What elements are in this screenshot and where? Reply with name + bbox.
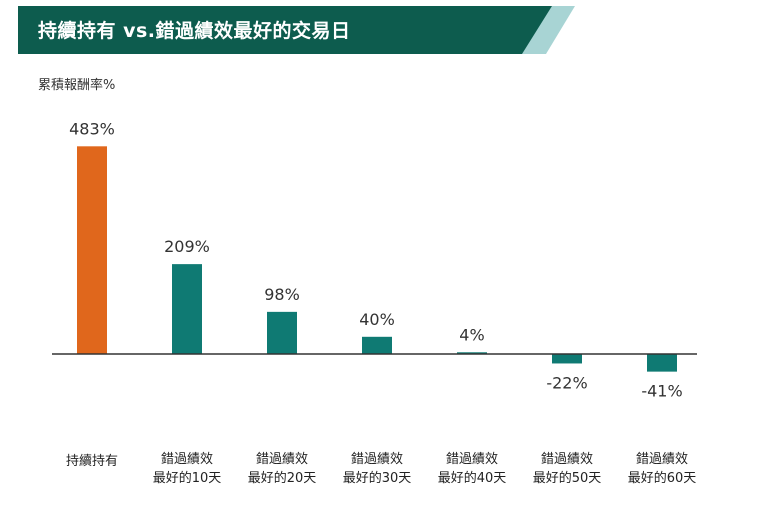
category-label-line: 最好的50天 (532, 471, 602, 486)
category-label-line: 最好的40天 (437, 471, 507, 486)
bar-2 (172, 264, 202, 354)
bar-1 (77, 146, 107, 354)
bar-3 (267, 311, 297, 354)
category-label-line: 最好的60天 (627, 471, 697, 486)
bar-4 (362, 336, 392, 354)
category-label-3: 錯過績效最好的20天 (234, 450, 330, 488)
category-label-line: 最好的20天 (247, 471, 317, 486)
y-axis-label: 累積報酬率% (38, 78, 116, 93)
data-label-7: -41% (641, 382, 682, 401)
chart-title: 持續持有 vs.錯過績效最好的交易日 (38, 20, 351, 42)
data-label-6: -22% (546, 373, 587, 392)
category-label-line: 錯過績效 (445, 452, 498, 467)
category-label-5: 錯過績效最好的40天 (424, 450, 520, 488)
banner-background (18, 6, 552, 54)
data-label-1: 483% (69, 119, 115, 138)
category-label-line: 錯過績效 (350, 452, 403, 467)
category-label-line: 錯過績效 (255, 452, 308, 467)
category-label-2: 錯過績效最好的10天 (139, 450, 235, 488)
data-label-3: 98% (264, 285, 300, 304)
bar-5 (457, 352, 487, 354)
title-banner (18, 6, 575, 54)
category-label-line: 持續持有 (65, 454, 118, 469)
category-label-line: 錯過績效 (635, 452, 688, 467)
bar-7 (647, 354, 677, 372)
data-label-2: 209% (164, 237, 210, 256)
category-label-line: 最好的30天 (342, 471, 412, 486)
category-label-4: 錯過績效最好的30天 (329, 450, 425, 488)
data-label-4: 40% (359, 310, 395, 329)
category-label-1: 持續持有 (44, 452, 140, 471)
category-label-7: 錯過績效最好的60天 (614, 450, 710, 488)
category-label-line: 最好的10天 (152, 471, 222, 486)
data-label-5: 4% (459, 325, 484, 344)
category-label-line: 錯過績效 (540, 452, 593, 467)
category-label-line: 錯過績效 (160, 452, 213, 467)
category-label-6: 錯過績效最好的50天 (519, 450, 615, 488)
bar-6 (552, 354, 582, 364)
